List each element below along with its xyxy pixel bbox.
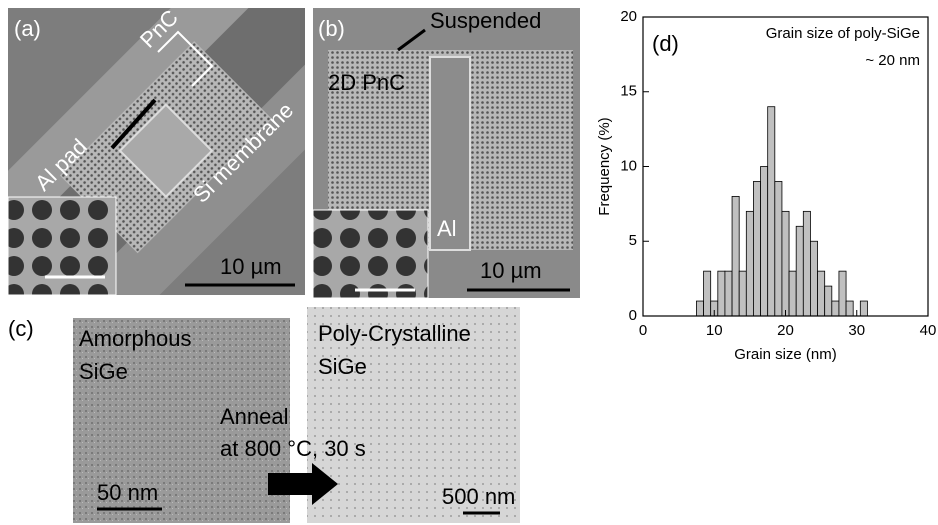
annotation: Anneal — [220, 404, 289, 429]
y-axis-label: Frequency (%) — [596, 117, 613, 215]
annotation: SiGe — [79, 359, 128, 384]
bar — [810, 241, 817, 316]
panel-label: (d) — [652, 31, 679, 56]
x-tick-label: 0 — [639, 322, 647, 339]
bar — [782, 211, 789, 316]
annotation: SiGe — [318, 354, 367, 379]
x-axis-label: Grain size (nm) — [734, 346, 837, 363]
bar — [860, 301, 867, 316]
scale-label: 500 nm — [442, 484, 515, 509]
panel-label: (c) — [8, 316, 34, 341]
figure: (a) PnC Al pad Si membrane 10 µm (b) Sus… — [0, 0, 938, 525]
histogram: 0 10 20 30 40 0 5 10 15 20 Grain size (nm) Frequenc… — [596, 8, 936, 363]
panel-b — [313, 8, 580, 298]
bar — [846, 301, 853, 316]
bar — [704, 271, 711, 316]
annotation: Suspended — [430, 8, 541, 33]
scale-label: 50 nm — [97, 480, 158, 505]
bar — [753, 181, 760, 316]
y-tick-label: 15 — [620, 83, 637, 100]
bar — [825, 286, 832, 316]
bar — [803, 211, 810, 316]
scale-label: 10 µm — [480, 258, 542, 283]
annotation: Poly-Crystalline — [318, 321, 471, 346]
y-tick-label: 0 — [629, 307, 637, 324]
annotation: at 800 °C, 30 s — [220, 436, 366, 461]
bar — [789, 271, 796, 316]
panel-label: (a) — [14, 16, 41, 41]
scale-label: 10 µm — [220, 254, 282, 279]
panel-label: (b) — [318, 16, 345, 41]
bar — [746, 211, 753, 316]
x-tick-label: 30 — [848, 322, 865, 339]
bar — [775, 181, 782, 316]
annotation: Amorphous — [79, 326, 192, 351]
bar — [768, 107, 775, 316]
bar — [839, 271, 846, 316]
bar — [732, 196, 739, 316]
bar — [696, 301, 703, 316]
annotation: Al — [437, 216, 457, 241]
x-tick-label: 20 — [777, 322, 794, 339]
bar — [725, 271, 732, 316]
bar — [761, 167, 768, 317]
annotation: 2D PnC — [328, 70, 405, 95]
annotation: Grain size of poly-SiGe — [766, 25, 920, 42]
annotation: ~ 20 nm — [865, 52, 920, 69]
y-tick-label: 10 — [620, 157, 637, 174]
bar — [718, 271, 725, 316]
bar — [796, 226, 803, 316]
x-tick-label: 10 — [706, 322, 723, 339]
x-tick-label: 40 — [920, 322, 937, 339]
bar — [818, 271, 825, 316]
y-tick-label: 20 — [620, 8, 637, 25]
y-tick-label: 5 — [629, 232, 637, 249]
bar — [739, 271, 746, 316]
bar — [832, 301, 839, 316]
page: {"panels": { "a": {"label": "(a)", "pnc"… — [0, 0, 938, 525]
